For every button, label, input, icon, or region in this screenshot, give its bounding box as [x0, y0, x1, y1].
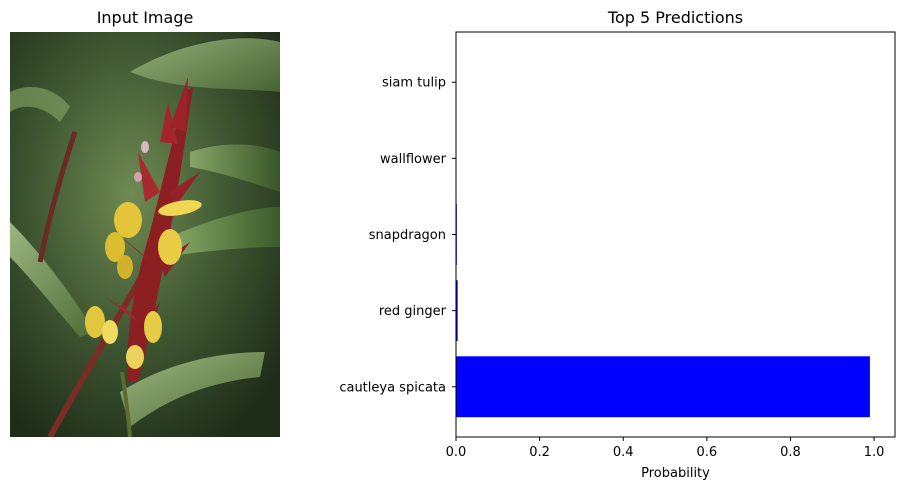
x-tick-label: 0.0: [446, 445, 467, 460]
x-tick-label: 0.6: [697, 445, 718, 460]
y-tick-label: wallflower: [380, 152, 447, 167]
y-tick-label: siam tulip: [382, 76, 446, 91]
x-tick-label: 1.0: [864, 445, 885, 460]
x-tick-label: 0.8: [780, 445, 801, 460]
x-tick-label: 0.4: [613, 445, 634, 460]
y-tick-label: snapdragon: [369, 228, 446, 243]
bar-red-ginger: [456, 280, 458, 342]
x-axis-label: Probability: [641, 466, 710, 481]
image-panel-title: Input Image: [96, 8, 194, 27]
chart-title: Top 5 Predictions: [607, 8, 744, 27]
bar-cautleya-spicata: [456, 356, 870, 418]
y-tick-label: red ginger: [379, 304, 447, 319]
input-flower-photo: [10, 32, 280, 437]
y-tick-label: cautleya spicata: [339, 380, 446, 395]
x-tick-label: 0.2: [529, 445, 550, 460]
plot-frame: [455, 31, 896, 438]
